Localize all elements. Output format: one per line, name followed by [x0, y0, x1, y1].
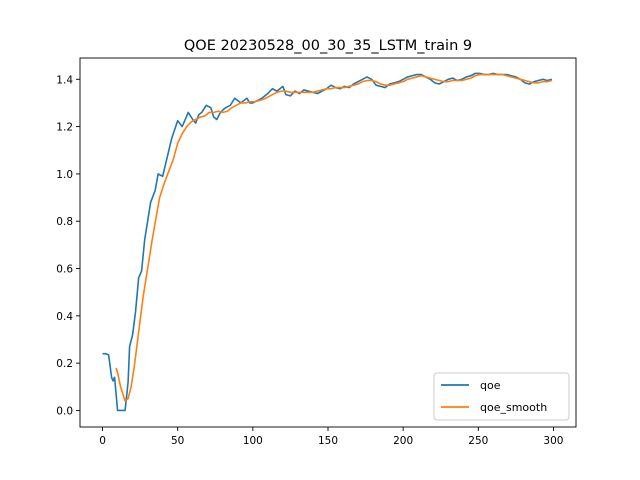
legend-label-qoe: qoe — [480, 379, 501, 392]
y-tick-label: 1.2 — [56, 122, 73, 134]
plot-area: 0 50 100 150 200 250 300 0.0 0.2 0.4 0.6 0.8 1.0 1.2 1… — [56, 57, 577, 447]
y-tick-label: 1.4 — [56, 74, 73, 86]
y-tick-label: 1.0 — [56, 169, 73, 181]
x-tick-label: 300 — [543, 435, 563, 447]
y-tick-label: 0.2 — [56, 358, 73, 370]
series-line-qoe-smooth — [115, 73, 553, 402]
y-tick-label: 0.4 — [56, 311, 73, 323]
x-tick-label: 250 — [468, 435, 488, 447]
legend-label-qoe-smooth: qoe_smooth — [480, 401, 547, 414]
y-tick-label: 0.8 — [56, 216, 73, 228]
legend: qoe qoe_smooth — [433, 372, 570, 421]
x-tick-label: 50 — [171, 435, 184, 447]
x-tick-label: 0 — [99, 435, 106, 447]
x-tick-label: 200 — [393, 435, 413, 447]
x-tick-label: 150 — [318, 435, 338, 447]
chart-title: QOE 20230528_00_30_35_LSTM_train 9 — [184, 38, 472, 54]
y-tick-label: 0.6 — [56, 264, 73, 276]
x-tick-label: 100 — [243, 435, 263, 447]
series-line-qoe — [102, 72, 553, 412]
y-tick-label: 0.0 — [56, 405, 73, 417]
